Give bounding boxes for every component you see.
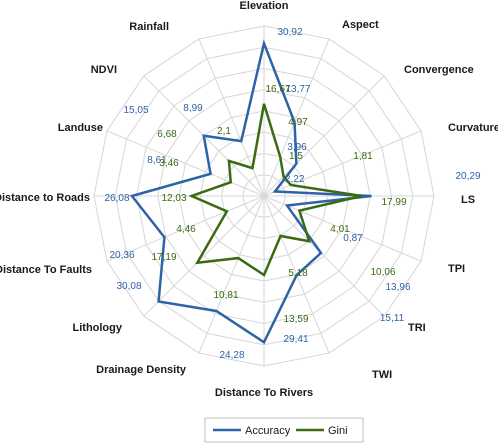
axis-label-curvature: Curvature xyxy=(448,122,498,134)
data-label-accuracy-elevation: 30,92 xyxy=(277,27,302,38)
data-label-accuracy-distance-to-rivers: 29,41 xyxy=(283,334,308,345)
data-label-gini-aspect: 4,97 xyxy=(288,117,308,128)
data-label-gini-distance-to-rivers: 13,59 xyxy=(283,314,308,325)
data-label-gini-tpi: 4,01 xyxy=(330,224,350,235)
data-label-accuracy-aspect: 13,77 xyxy=(285,84,310,95)
series-gini-line xyxy=(188,103,362,277)
grid-spoke-tpi xyxy=(263,195,422,262)
axis-label-tpi: TPI xyxy=(448,263,465,275)
axis-label-convergence: Convergence xyxy=(404,64,474,76)
data-label-gini-rainfall: 2,1 xyxy=(217,126,231,137)
data-label-gini-tri: 10,06 xyxy=(370,267,395,278)
data-label-accuracy-ls: 20,29 xyxy=(455,171,480,182)
data-label-accuracy-tpi: 0,87 xyxy=(343,233,363,244)
data-label-accuracy-landuse: 8,61 xyxy=(147,155,167,166)
axis-label-distance-to-rivers: Distance To Rivers xyxy=(215,387,313,399)
data-label-gini-twi: 5,18 xyxy=(288,268,308,279)
grid-spoke-tri xyxy=(263,195,385,317)
data-label-gini-drainage-density: 10,81 xyxy=(213,290,238,301)
data-label-gini-landuse: 3,46 xyxy=(159,158,179,169)
axis-label-tri: TRI xyxy=(408,322,426,334)
data-label-accuracy-convergence: 3,96 xyxy=(287,142,307,153)
legend-gini-label: Gini xyxy=(328,425,348,437)
data-label-gini-ls: 17,99 xyxy=(381,197,406,208)
grid-spoke-curvature xyxy=(263,130,422,197)
grid-spoke-drainage-density xyxy=(198,195,265,354)
data-label-accuracy-lithology: 30,08 xyxy=(116,281,141,292)
grid-spoke-landuse xyxy=(106,130,265,197)
grid-spoke-aspect xyxy=(263,38,330,197)
data-label-gini-curvature: 1,81 xyxy=(353,151,373,162)
radar-labels: Elevation Aspect Convergence Curvature LS TPI… xyxy=(0,0,498,399)
data-label-accuracy-distance-to-faults: 20,36 xyxy=(109,250,134,261)
radar-series xyxy=(129,39,372,345)
axis-label-ndvi: NDVI xyxy=(91,64,117,76)
grid-spoke-rainfall xyxy=(198,38,265,197)
series-accuracy-line xyxy=(129,39,372,345)
axis-label-elevation: Elevation xyxy=(240,0,289,12)
data-label-accuracy-drainage-density: 24,28 xyxy=(219,350,244,361)
data-label-gini-convergence: 1,5 xyxy=(289,151,303,162)
data-label-gini-elevation: 16,67 xyxy=(265,84,290,95)
axis-label-lithology: Lithology xyxy=(73,322,123,334)
data-label-accuracy-curvature: -2,22 xyxy=(282,174,305,185)
data-label-accuracy-tri: 13,96 xyxy=(385,282,410,293)
data-label-accuracy-twi: 15,11 xyxy=(380,313,405,324)
data-label-gini-distance-to-faults: 4,46 xyxy=(176,224,196,235)
axis-label-aspect: Aspect xyxy=(342,19,379,31)
legend: Accuracy Gini xyxy=(204,417,364,443)
data-label-gini-ndvi: 6,68 xyxy=(157,129,177,140)
legend-accuracy-label: Accuracy xyxy=(245,425,291,437)
axis-label-distance-to-faults: Distance To Faults xyxy=(0,264,92,276)
data-label-gini-distance-to-roads: 12,03 xyxy=(161,193,186,204)
data-label-accuracy-distance-to-roads: 26,08 xyxy=(104,193,129,204)
data-label-gini-lithology: 17,19 xyxy=(151,252,176,263)
axis-label-twi: TWI xyxy=(372,369,392,381)
grid-spoke-distance-to-faults xyxy=(106,195,265,262)
grid-spoke-lithology xyxy=(143,195,265,317)
data-label-accuracy-rainfall: 8,99 xyxy=(183,103,203,114)
axis-label-landuse: Landuse xyxy=(58,122,103,134)
legend-box xyxy=(204,417,364,443)
axis-label-rainfall: Rainfall xyxy=(129,21,169,33)
axis-label-ls: LS xyxy=(461,194,475,206)
data-label-accuracy-ndvi: 15,05 xyxy=(123,105,148,116)
axis-label-distance-to-roads: Distance to Roads xyxy=(0,192,90,204)
axis-label-drainage-density: Drainage Density xyxy=(96,364,187,376)
